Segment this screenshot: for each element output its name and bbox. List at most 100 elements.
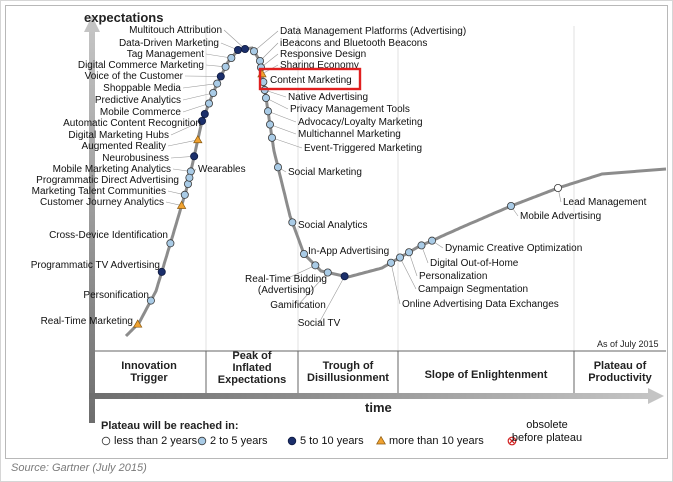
phase-dividers	[92, 26, 666, 393]
legend-marker-gt10	[376, 435, 386, 445]
marker-wearables	[185, 173, 194, 182]
tech-label-programmatic-tv-advertising: Programmatic TV Advertising	[31, 260, 160, 271]
hype-curve	[124, 46, 667, 338]
phase-label-peak: Peak of Inflated Expectations	[218, 350, 286, 386]
leader-digital-marketing-hubs	[170, 120, 203, 136]
marker-digital-commerce-marketing	[221, 62, 230, 71]
marker-multichannel-marketing	[265, 120, 274, 129]
marker-online-advertising-data-exchanges	[386, 258, 395, 267]
leader-ibeacons-and-bluetooth-beacons	[259, 42, 279, 62]
axes: expectations time As of July 2015	[84, 10, 664, 423]
marker-campaign-segmentation	[395, 253, 404, 262]
technology-labels: Multitouch Attribution Data-Driven Market…	[31, 25, 647, 329]
marker-augmented-reality	[193, 134, 203, 144]
tech-label-voice-of-the-customer: Voice of the Customer	[85, 71, 184, 82]
leader-tag-management	[205, 53, 232, 59]
tech-label-programmatic-direct-advertising: Programmatic Direct Advertising	[36, 175, 179, 186]
legend: Plateau will be reached in: less than 2 …	[101, 419, 582, 447]
tech-label-mobile-commerce: Mobile Commerce	[100, 107, 182, 118]
tech-label-customer-journey-analytics: Customer Journey Analytics	[40, 197, 164, 208]
marker-data-driven-marketing	[233, 46, 242, 55]
leader-social-tv	[318, 276, 345, 324]
tech-label-real-time-bidding-advertising: Real-Time Bidding (Advertising)	[245, 274, 327, 296]
x-axis-label: time	[365, 400, 392, 415]
leader-personalization	[408, 252, 418, 277]
tech-label-digital-marketing-hubs: Digital Marketing Hubs	[68, 130, 169, 141]
legend-marker-lt2	[101, 436, 111, 446]
hype-cycle-figure: expectations time As of July 2015 Innova…	[5, 5, 668, 459]
tech-label-mobile-marketing-analytics: Mobile Marketing Analytics	[53, 164, 171, 175]
marker-automatic-content-recognition	[200, 110, 209, 119]
marker-neurobusiness	[190, 152, 199, 161]
tech-label-responsive-design: Responsive Design	[280, 49, 366, 60]
y-axis-label: expectations	[84, 10, 163, 25]
legend-marker-obsolete	[507, 436, 517, 446]
tech-label-personalization: Personalization	[419, 271, 487, 282]
leader-advocacy-loyalty-marketing	[267, 110, 297, 123]
leader-gamification	[297, 272, 328, 306]
tech-label-predictive-analytics: Predictive Analytics	[95, 95, 181, 106]
marker-data-management-platforms-advertising	[249, 47, 258, 56]
tech-label-wearables: Wearables	[198, 164, 246, 175]
y-axis-arrowhead	[84, 16, 100, 32]
x-axis-arrowhead	[648, 388, 664, 404]
marker-lead-management	[554, 183, 563, 192]
marker-social-analytics	[288, 218, 297, 227]
marker-ibeacons-and-bluetooth-beacons	[255, 57, 264, 66]
legend-label-5to10: 5 to 10 years	[300, 435, 364, 447]
tech-label-campaign-segmentation: Campaign Segmentation	[418, 284, 528, 295]
highlight-box	[258, 67, 362, 91]
tech-label-social-analytics: Social Analytics	[298, 220, 367, 231]
tech-label-marketing-talent-communities: Marketing Talent Communities	[32, 186, 166, 197]
leader-multitouch-attribution	[223, 29, 246, 50]
y-axis	[89, 28, 95, 423]
leader-event-triggered-marketing	[271, 137, 303, 149]
marker-cross-device-identification	[166, 239, 175, 248]
marker-digital-marketing-hubs	[197, 117, 206, 126]
legend-label-gt10: more than 10 years	[389, 435, 484, 447]
leader-customer-journey-analytics	[165, 201, 182, 206]
tech-label-neurobusiness: Neurobusiness	[102, 153, 169, 164]
marker-social-marketing	[273, 163, 282, 172]
marker-mobile-advertising	[506, 201, 515, 210]
marker-gamification	[323, 268, 332, 277]
tech-label-dynamic-creative-optimization: Dynamic Creative Optimization	[445, 243, 582, 254]
leader-data-management-platforms-advertising	[253, 30, 279, 52]
tech-label-in-app-advertising: In-App Advertising	[308, 246, 389, 257]
phase-label-trough: Trough of Disillusionment	[307, 360, 389, 384]
marker-predictive-analytics	[209, 89, 218, 98]
tech-label-ibeacons-and-bluetooth-beacons: iBeacons and Bluetooth Beacons	[280, 38, 427, 49]
label-leaders	[165, 29, 562, 324]
marker-advocacy-loyalty-marketing	[263, 107, 272, 116]
leader-real-time-bidding-advertising	[285, 265, 316, 280]
legend-label-lt2: less than 2 years	[114, 435, 198, 447]
marker-marketing-talent-communities	[180, 190, 189, 199]
legend-label-2to5: 2 to 5 years	[210, 435, 268, 447]
marker-real-time-marketing	[132, 319, 143, 328]
tech-label-personification: Personification	[83, 290, 149, 301]
tech-label-content-marketing: Content Marketing	[270, 75, 352, 86]
tech-label-multichannel-marketing: Multichannel Marketing	[298, 129, 401, 140]
tech-label-advocacy-loyalty-marketing: Advocacy/Loyalty Marketing	[298, 117, 423, 128]
marker-programmatic-tv-advertising	[157, 267, 166, 276]
tech-label-native-advertising: Native Advertising	[288, 92, 368, 103]
as-of-note: As of July 2015	[597, 339, 659, 349]
tech-label-cross-device-identification: Cross-Device Identification	[49, 230, 168, 241]
tech-label-automatic-content-recognition: Automatic Content Recognition	[63, 118, 201, 129]
tech-label-augmented-reality: Augmented Reality	[82, 141, 167, 152]
tech-label-tag-management: Tag Management	[127, 49, 204, 60]
tech-label-digital-commerce-marketing: Digital Commerce Marketing	[78, 60, 204, 71]
marker-customer-journey-analytics	[176, 200, 187, 209]
hype-cycle-chart: expectations time As of July 2015 Innova…	[31, 10, 667, 447]
leader-online-advertising-data-exchanges	[390, 262, 401, 305]
leader-multichannel-marketing	[269, 124, 297, 135]
phase-label-plateau: Plateau of Productivity	[588, 360, 652, 384]
tech-label-event-triggered-marketing: Event-Triggered Marketing	[304, 143, 422, 154]
tech-label-online-advertising-data-exchanges: Online Advertising Data Exchanges	[402, 299, 559, 310]
marker-event-triggered-marketing	[267, 133, 276, 142]
tech-label-privacy-management-tools: Privacy Management Tools	[290, 104, 410, 115]
tech-label-data-driven-marketing: Data-Driven Marketing	[119, 38, 219, 49]
leader-privacy-management-tools	[265, 97, 289, 110]
tech-label-social-marketing: Social Marketing	[288, 167, 362, 178]
